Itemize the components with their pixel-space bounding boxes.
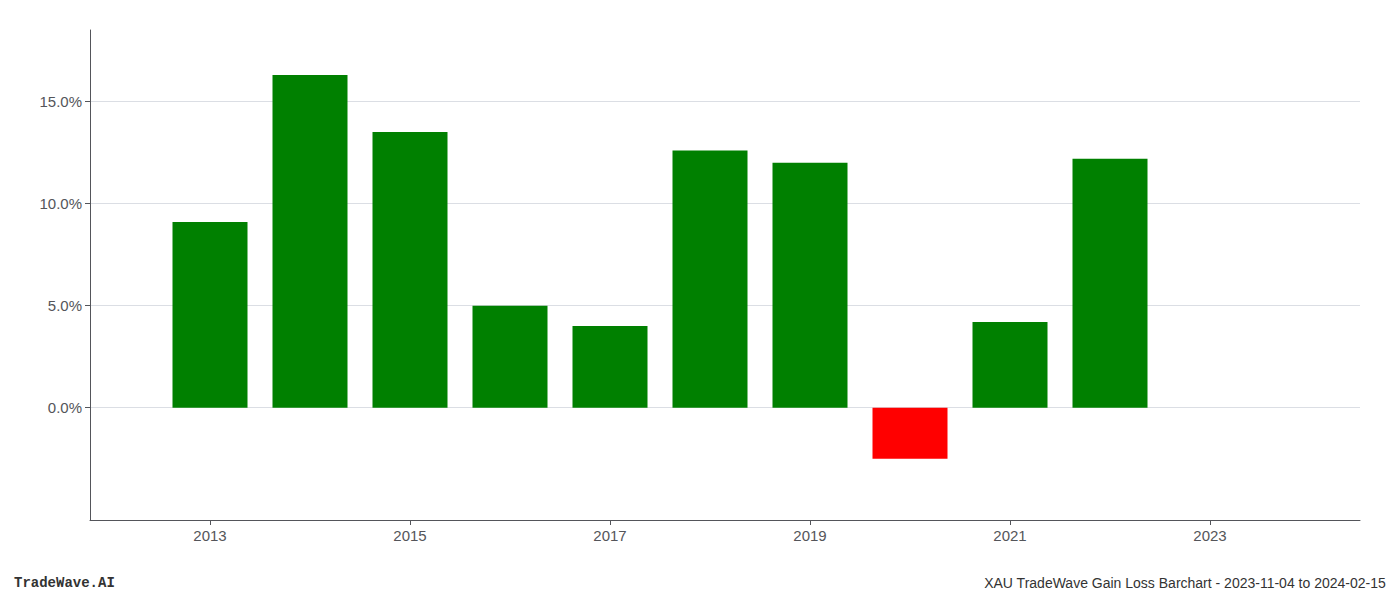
svg-text:2013: 2013 xyxy=(193,527,226,544)
svg-text:10.0%: 10.0% xyxy=(39,195,82,212)
svg-text:XAU TradeWave Gain Loss Barcha: XAU TradeWave Gain Loss Barchart - 2023-… xyxy=(984,575,1386,591)
svg-text:5.0%: 5.0% xyxy=(48,297,82,314)
svg-text:2021: 2021 xyxy=(993,527,1026,544)
svg-text:TradeWave.AI: TradeWave.AI xyxy=(14,575,115,591)
svg-text:2023: 2023 xyxy=(1193,527,1226,544)
svg-text:0.0%: 0.0% xyxy=(48,399,82,416)
svg-text:15.0%: 15.0% xyxy=(39,93,82,110)
svg-text:2015: 2015 xyxy=(393,527,426,544)
svg-text:2017: 2017 xyxy=(593,527,626,544)
svg-text:2019: 2019 xyxy=(793,527,826,544)
